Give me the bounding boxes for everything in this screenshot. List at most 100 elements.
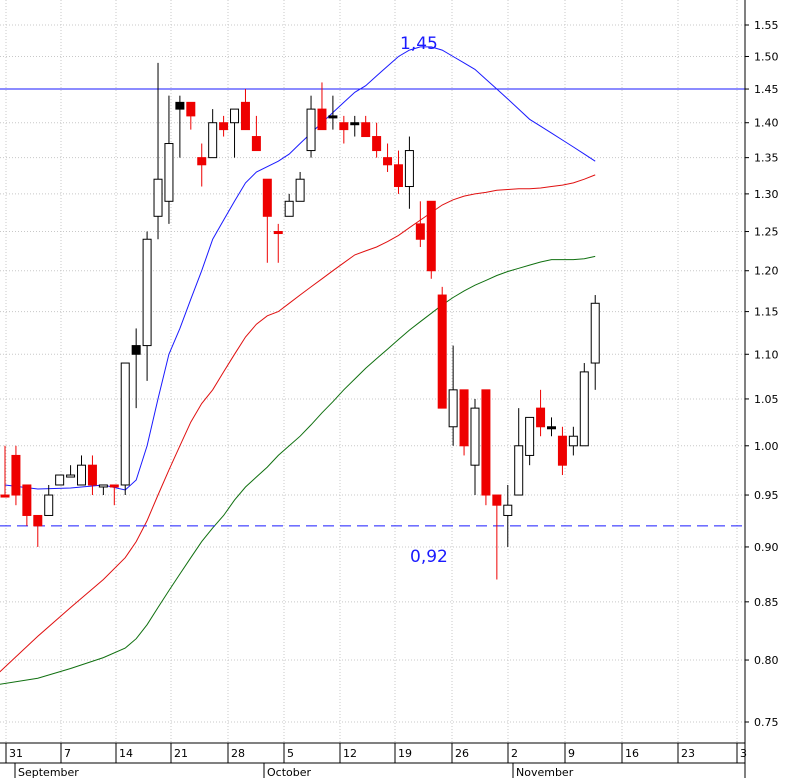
x-tick-label: 2	[511, 747, 518, 760]
x-tick-label: 26	[455, 747, 469, 760]
x-tick-label: 5	[287, 747, 294, 760]
x-tick-label: 23	[681, 747, 695, 760]
candle	[372, 122, 382, 158]
candle-body	[557, 435, 567, 466]
candles	[0, 62, 600, 580]
candle-body	[197, 157, 207, 166]
candle-body	[251, 136, 261, 152]
candle-body	[262, 178, 272, 217]
candle	[437, 286, 447, 409]
candle	[525, 416, 535, 466]
candle	[328, 95, 338, 130]
candle-body	[590, 302, 600, 364]
candle-body	[579, 371, 589, 447]
candle-body	[372, 136, 382, 152]
y-tick-label: 1.35	[754, 152, 779, 165]
candle-body	[339, 122, 349, 131]
y-tick-label: 1.05	[754, 393, 779, 406]
candle-body	[514, 445, 524, 496]
candle	[481, 389, 491, 506]
candle	[230, 108, 240, 158]
candle	[44, 484, 54, 516]
candle	[219, 115, 229, 137]
candle-body	[131, 345, 141, 355]
candle-body	[547, 426, 556, 430]
x-tick-label: 28	[231, 747, 245, 760]
axes: 1.55 1.50 1.45 1.40 1.35 1.30 1.25 1.20 1.15 1.10…	[0, 0, 779, 778]
candle	[361, 115, 371, 138]
candle	[251, 115, 261, 152]
candle	[208, 109, 218, 159]
candle-body	[350, 122, 360, 126]
candle-body	[328, 115, 338, 119]
candle	[295, 171, 305, 202]
candle-body	[295, 178, 305, 202]
candle	[317, 82, 327, 131]
candle-body	[240, 101, 250, 131]
x-tick-label: 14	[119, 747, 133, 760]
horizontal-levels: 1,45 0,92	[0, 34, 745, 567]
x-tick-label: 9	[568, 747, 575, 760]
month-label: November	[516, 766, 574, 778]
candle	[98, 484, 108, 496]
candle	[153, 62, 163, 240]
candle	[11, 445, 21, 506]
x-tick-label: 16	[625, 747, 639, 760]
candle-body	[503, 504, 513, 516]
candle	[66, 465, 76, 478]
candle	[33, 514, 43, 547]
candle-body	[153, 178, 163, 217]
candle	[492, 494, 502, 580]
candle-body	[11, 454, 21, 496]
level-label: 1,45	[400, 34, 438, 54]
x-tick-label: 12	[343, 747, 357, 760]
candle-body	[98, 484, 108, 488]
y-tick-label: 1.25	[754, 226, 779, 239]
candle	[448, 345, 458, 446]
candle-body	[568, 435, 578, 447]
grid	[0, 0, 745, 743]
candle	[240, 89, 250, 131]
y-tick-label: 0.95	[754, 489, 779, 502]
candle-body	[426, 200, 436, 272]
candle	[536, 389, 546, 437]
x-tick-label: 7	[64, 747, 71, 760]
candle	[0, 445, 10, 498]
candle	[186, 101, 196, 130]
candle-body	[164, 143, 174, 202]
candle	[77, 455, 87, 486]
candle-body	[66, 474, 76, 478]
candle	[197, 143, 207, 187]
x-tick-label: 3	[740, 747, 747, 760]
candle	[262, 178, 272, 263]
x-tick-label: 19	[398, 747, 412, 760]
candle-body	[437, 294, 447, 409]
candle	[284, 193, 294, 217]
y-tick-label: 0.80	[754, 654, 779, 667]
candle	[306, 95, 316, 158]
candle	[547, 417, 556, 437]
month-label: October	[267, 766, 311, 778]
candle	[579, 363, 589, 447]
y-tick-label: 1.30	[754, 188, 779, 201]
candle-body	[361, 122, 371, 138]
moving-average-line	[0, 255, 596, 685]
candle	[557, 426, 567, 476]
candle-body	[481, 389, 491, 496]
candle-body	[404, 150, 414, 188]
candle	[383, 143, 393, 172]
candle	[470, 398, 480, 496]
candle	[350, 115, 360, 137]
candle	[164, 95, 174, 224]
candle-body	[383, 157, 393, 166]
y-tick-label: 1.40	[754, 117, 779, 130]
y-tick-label: 0.75	[754, 716, 779, 729]
candle-body	[470, 407, 480, 466]
candle	[131, 328, 141, 409]
candle-body	[536, 407, 546, 428]
candle-body	[448, 389, 458, 428]
candle-body	[273, 231, 283, 235]
candle-body	[284, 200, 294, 217]
